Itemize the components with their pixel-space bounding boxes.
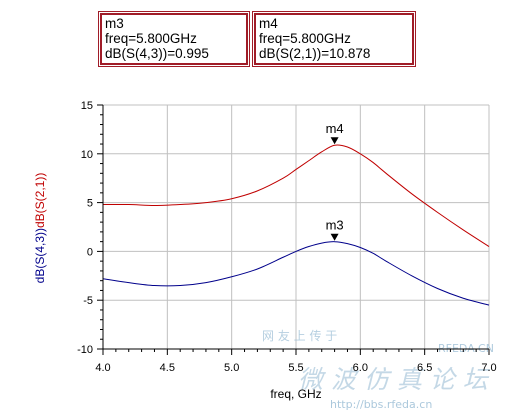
x-tick-label: 5.0 xyxy=(224,362,239,374)
y-tick-label: -5 xyxy=(83,295,93,307)
x-tick-label: 5.5 xyxy=(288,362,303,374)
marker-readout-value: dB(S(2,1))=10.878 xyxy=(259,46,371,61)
x-tick-label: 4.5 xyxy=(160,362,175,374)
marker-label-m3: m3 xyxy=(326,218,344,233)
marker-readout-name: m4 xyxy=(259,16,278,31)
marker-label-m4: m4 xyxy=(326,121,344,136)
series-line-s43 xyxy=(102,241,490,306)
x-axis-title: freq, GHz xyxy=(270,387,321,401)
marker-readout-name: m3 xyxy=(105,16,124,31)
marker-readout-value: dB(S(4,3))=0.995 xyxy=(105,46,209,61)
marker-triangle-m4 xyxy=(330,137,339,145)
x-tick-label: 6.0 xyxy=(353,362,368,374)
y-tick-label: -10 xyxy=(77,344,93,356)
axes: -10 -5 0 5 10 15 4.0 4.5 5.0 5.5 6.0 6.5 7.0 xyxy=(77,100,497,374)
y-axis-title-s43: dB(S(4,3)) xyxy=(33,228,47,283)
y-tick-label: 15 xyxy=(81,100,93,112)
series-line-s21 xyxy=(102,144,490,247)
marker-triangle-m3 xyxy=(330,233,339,241)
watermark-large-text: 微 波 仿 真 论 坛 xyxy=(298,365,491,394)
x-tick-label: 4.0 xyxy=(95,362,110,374)
marker-readout-freq: freq=5.800GHz xyxy=(259,31,351,46)
series xyxy=(102,144,490,306)
y-axis-title-s21: dB(S(2,1)) xyxy=(33,173,47,228)
markers: m4 m3 xyxy=(326,121,344,241)
watermark-small-text: 网 友 上 传 于 xyxy=(262,328,337,343)
marker-readout-m4: m4 freq=5.800GHz dB(S(2,1))=10.878 xyxy=(252,11,416,67)
marker-readout-freq: freq=5.800GHz xyxy=(105,31,197,46)
watermark-url: http://bbs.rfeda.cn xyxy=(330,398,432,411)
y-tick-label: 5 xyxy=(87,198,93,210)
grid xyxy=(102,104,490,350)
y-tick-label: 10 xyxy=(81,149,93,161)
y-axis-title: dB(S(4,3))dB(S(2,1)) xyxy=(33,173,47,284)
marker-readout-m3: m3 freq=5.800GHz dB(S(4,3))=0.995 xyxy=(98,11,250,67)
x-tick-label: 6.5 xyxy=(417,362,432,374)
y-tick-label: 0 xyxy=(87,246,93,258)
x-tick-label: 7.0 xyxy=(481,362,496,374)
